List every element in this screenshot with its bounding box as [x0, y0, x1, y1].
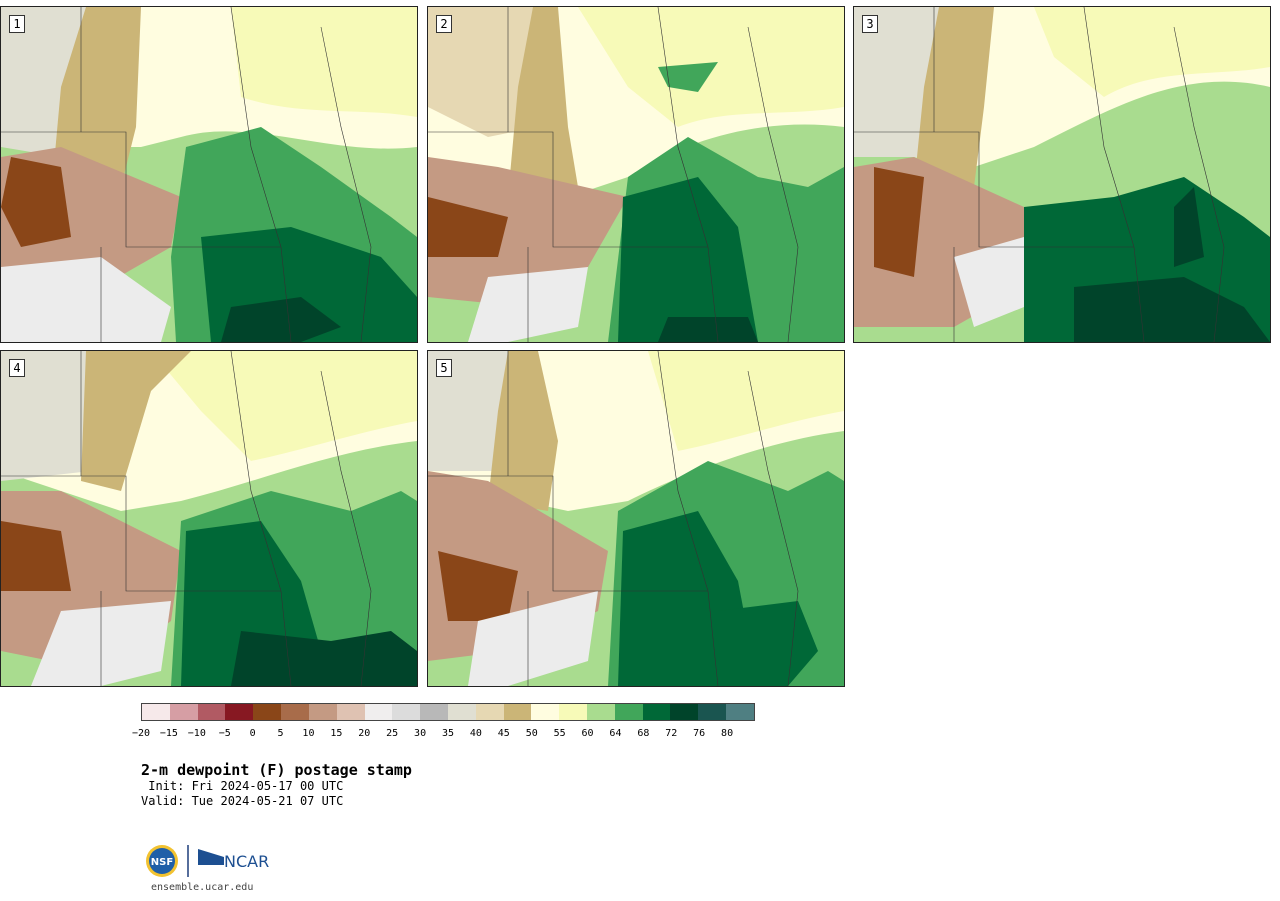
colorbar-tick-label: −15 — [159, 728, 178, 739]
colorbar-tick-label: 80 — [721, 728, 734, 739]
colorbar-tick-label: 64 — [609, 728, 622, 739]
figure-title: 2-m dewpoint (F) postage stamp — [141, 761, 412, 779]
colorbar-tick-label: 50 — [525, 728, 538, 739]
colorbar-swatch — [142, 704, 170, 720]
colorbar-tick-label: 5 — [277, 728, 284, 739]
colorbar-tick-label: 15 — [330, 728, 343, 739]
nsf-text: NSF — [151, 857, 173, 868]
colorbar-swatch — [169, 704, 198, 720]
colorbar-swatch — [420, 704, 448, 720]
colorbar-tick-label: 55 — [553, 728, 566, 739]
colorbar-swatch — [253, 704, 282, 720]
colorbar-tick-label: −20 — [131, 728, 151, 739]
colorbar-tick-label: 72 — [665, 728, 678, 739]
colorbar-swatch — [726, 704, 754, 720]
colorbar — [141, 703, 755, 721]
colorbar-swatch — [614, 704, 643, 720]
member-panel-3: 3 — [853, 6, 1271, 343]
colorbar-swatch — [587, 704, 615, 720]
member-panel-4: 4 — [0, 350, 418, 687]
website-label: ensemble.ucar.edu — [151, 882, 254, 893]
colorbar-swatch — [642, 704, 671, 720]
colorbar-swatch — [447, 704, 476, 720]
colorbar-swatch — [670, 704, 699, 720]
colorbar-swatch — [392, 704, 421, 720]
colorbar-tick-label: 35 — [441, 728, 455, 739]
member-panel-5: 5 — [427, 350, 845, 687]
colorbar-swatch — [364, 704, 393, 720]
colorbar-swatch — [281, 704, 309, 720]
colorbar-tick-label: −10 — [187, 728, 206, 739]
colorbar-tick-label: 68 — [637, 728, 650, 739]
colorbar-tick-label: −5 — [218, 728, 231, 739]
colorbar-tick-label: 45 — [497, 728, 510, 739]
init-time: Init: Fri 2024-05-17 00 UTC — [141, 779, 344, 793]
colorbar-tick-label: 40 — [469, 728, 482, 739]
dewpoint-map-5 — [428, 351, 844, 686]
panel-number: 2 — [436, 15, 452, 33]
colorbar-swatch — [698, 704, 727, 720]
member-panel-1: 1 — [0, 6, 418, 343]
colorbar-tick-label: 25 — [386, 728, 399, 739]
ncar-logo: NCAR — [198, 849, 269, 871]
colorbar-swatch — [197, 704, 226, 720]
colorbar-swatch — [503, 704, 532, 720]
logos: NSF NCAR — [144, 843, 274, 883]
dewpoint-map-1 — [1, 7, 417, 342]
colorbar-tick-label: 20 — [358, 728, 371, 739]
dewpoint-map-3 — [854, 7, 1270, 342]
colorbar-swatch — [475, 704, 504, 720]
colorbar-swatch — [336, 704, 365, 720]
panel-number: 1 — [9, 15, 25, 33]
panel-number: 3 — [862, 15, 878, 33]
colorbar-tick-label: 0 — [249, 728, 256, 739]
nsf-logo: NSF — [146, 845, 178, 877]
dewpoint-map-2 — [428, 7, 844, 342]
colorbar-tick-label: 60 — [581, 728, 594, 739]
valid-time: Valid: Tue 2024-05-21 07 UTC — [141, 794, 344, 808]
ncar-text: NCAR — [224, 852, 269, 871]
panel-number: 5 — [436, 359, 452, 377]
colorbar-swatch — [559, 704, 587, 720]
colorbar-tick-label: 30 — [414, 728, 427, 739]
colorbar-tick-label: 76 — [693, 728, 706, 739]
colorbar-swatch — [308, 704, 337, 720]
colorbar-ticks: −20 −15 −10 −5 0 5 10 15 20 25 30 35 40 45 50 55 60 64 68 7… — [132, 728, 755, 742]
colorbar-swatch — [531, 704, 560, 720]
colorbar-tick-label: 10 — [302, 728, 315, 739]
dewpoint-map-4 — [1, 351, 417, 686]
colorbar-swatch — [225, 704, 254, 720]
panel-number: 4 — [9, 359, 25, 377]
member-panel-2: 2 — [427, 6, 845, 343]
